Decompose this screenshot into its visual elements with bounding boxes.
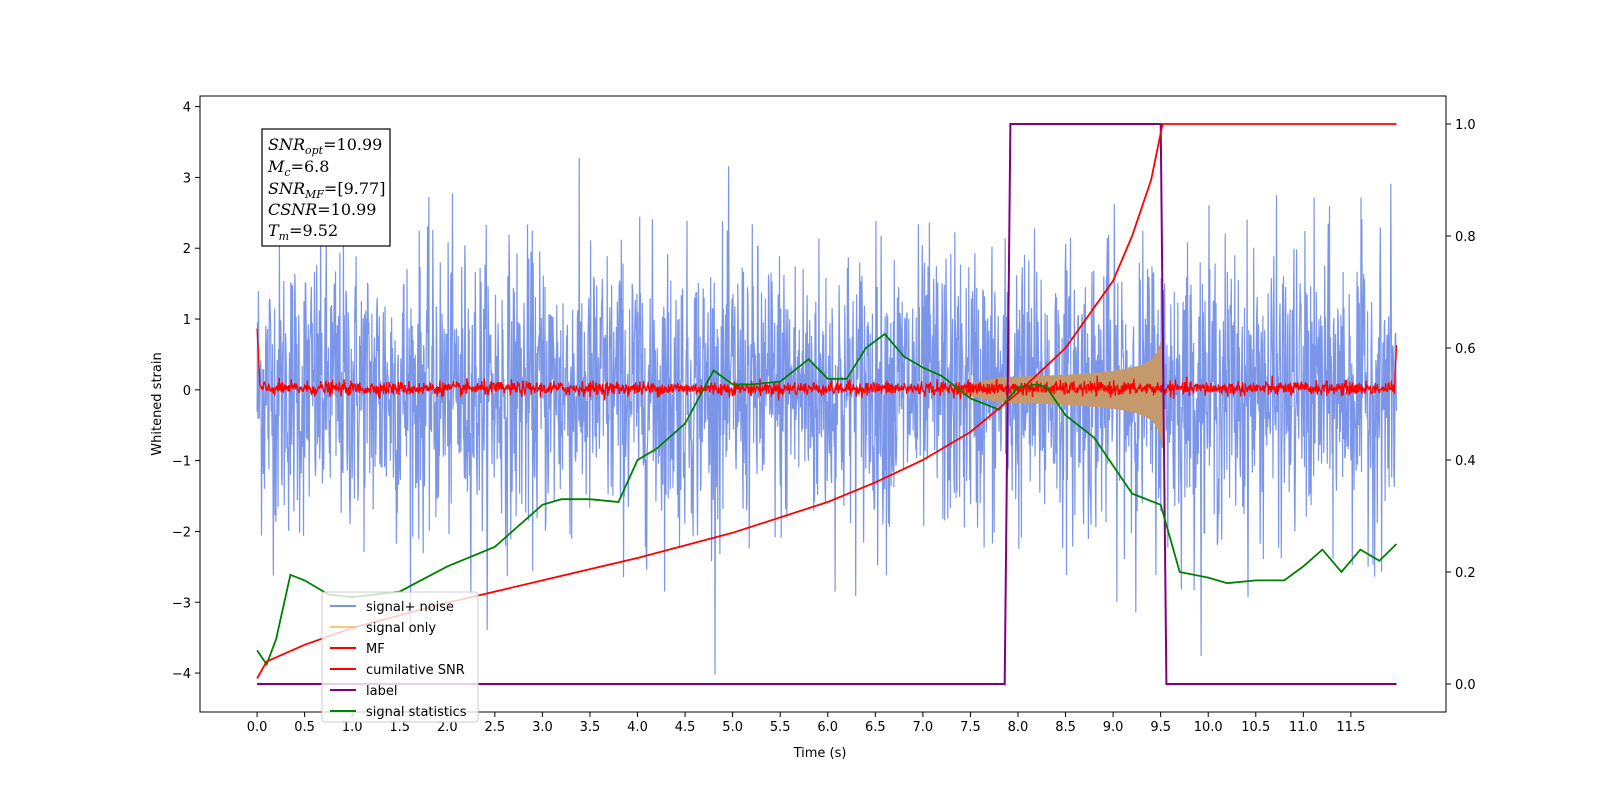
info-snr-opt: 10.99 [337, 135, 383, 154]
x-axis-label: Time (s) [793, 746, 847, 761]
y-tick-label: 1 [183, 313, 191, 328]
x-tick-label: 8.5 [1055, 720, 1076, 735]
legend-label: cumilative SNR [366, 663, 465, 678]
info-csnr: 10.99 [331, 200, 377, 219]
x-tick-label: 4.5 [675, 720, 696, 735]
svg-text:CSNR=10.99: CSNR=10.99 [268, 200, 376, 219]
x-tick-label: 6.0 [817, 720, 838, 735]
y-tick-label: −1 [172, 455, 191, 470]
series-signal-noise [256, 157, 1398, 675]
x-tick-label: 5.5 [770, 720, 791, 735]
y-tick-label: 0 [183, 384, 191, 399]
y-axis-label: Whitened strain [150, 352, 165, 455]
plot-frame [199, 95, 1447, 713]
x-tick-label: 9.0 [1103, 720, 1124, 735]
info-box-frame [261, 128, 391, 247]
series-signal-only [941, 331, 1164, 449]
info-snr-mf: [9.77] [337, 179, 385, 198]
x-tick-label: 7.5 [960, 720, 981, 735]
x-tick-label: 3.5 [580, 720, 601, 735]
legend-label: signal+ noise [366, 600, 454, 615]
y2-tick-label: 1.0 [1455, 118, 1476, 133]
legend-label: signal statistics [366, 705, 467, 720]
info-tm: 9.52 [303, 221, 339, 240]
x-tick-label: 3.0 [532, 720, 553, 735]
y-tick-label: −3 [172, 596, 191, 611]
y-tick-label: 2 [183, 242, 191, 257]
svg-text:SNRopt=10.99: SNRopt=10.99 [268, 135, 382, 157]
x-tick-label: 11.5 [1336, 720, 1365, 735]
y2-tick-label: 0.0 [1455, 678, 1476, 693]
legend-label: MF [366, 642, 385, 657]
y-tick-label: −4 [172, 667, 191, 682]
x-tick-label: 2.0 [437, 720, 458, 735]
series-signal-statistics [256, 332, 1398, 667]
x-tick-label: 0.5 [294, 720, 315, 735]
x-tick-label: 1.5 [389, 720, 410, 735]
x-tick-label: 0.0 [247, 720, 268, 735]
x-tick-label: 7.0 [913, 720, 934, 735]
svg-text:Tm=9.52: Tm=9.52 [268, 221, 338, 243]
x-tick-label: 5.0 [722, 720, 743, 735]
y-tick-label: 4 [183, 101, 191, 116]
svg-text:SNRMF=[9.77]: SNRMF=[9.77] [268, 179, 385, 201]
legend-label: label [366, 684, 397, 699]
x-tick-label: 4.0 [627, 720, 648, 735]
y-tick-label: −2 [172, 525, 191, 540]
legend-frame [321, 591, 479, 723]
legend-label: signal only [366, 621, 436, 636]
y2-tick-label: 0.6 [1455, 342, 1476, 357]
series-label [257, 123, 1397, 685]
x-tick-label: 11.0 [1289, 720, 1318, 735]
y2-tick-label: 0.8 [1455, 230, 1476, 245]
x-tick-label: 10.5 [1241, 720, 1270, 735]
svg-text:Mc=6.8: Mc=6.8 [267, 157, 329, 179]
series-mf [256, 328, 1398, 401]
info-mc: 6.8 [304, 157, 329, 176]
y2-tick-label: 0.2 [1455, 566, 1476, 581]
x-tick-label: 9.5 [1150, 720, 1171, 735]
x-tick-label: 8.0 [1008, 720, 1029, 735]
info-box: SNRopt=10.99 Mc=6.8 SNRMF=[9.77] CSNR=10… [261, 128, 391, 247]
x-tick-label: 6.5 [865, 720, 886, 735]
x-tick-label: 10.0 [1194, 720, 1223, 735]
x-tick-label: 2.5 [485, 720, 506, 735]
x-tick-label: 1.0 [342, 720, 363, 735]
legend: signal+ noise signal only MF cumilative SNR… [321, 591, 479, 723]
y2-tick-label: 0.4 [1455, 454, 1476, 469]
y-tick-label: 3 [183, 171, 191, 186]
